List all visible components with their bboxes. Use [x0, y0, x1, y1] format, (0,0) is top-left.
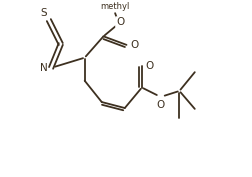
Text: O: O — [156, 100, 164, 110]
Text: O: O — [145, 61, 153, 71]
Text: S: S — [41, 8, 47, 18]
Text: O: O — [130, 40, 138, 50]
Text: O: O — [116, 17, 124, 27]
Text: methyl: methyl — [100, 2, 129, 11]
Text: N: N — [39, 63, 47, 73]
